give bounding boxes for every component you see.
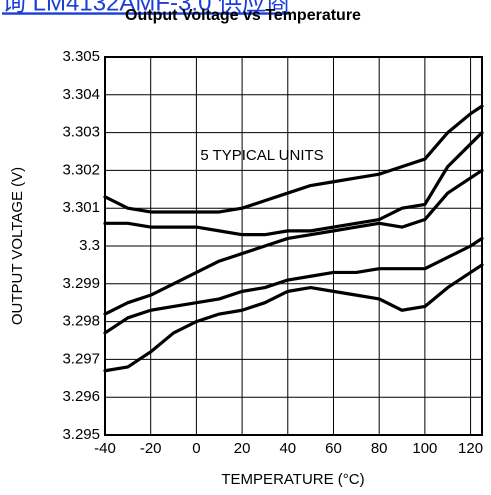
x-tick-label: 20: [234, 440, 251, 457]
chart-title: Output Voltage vs Temperature: [125, 7, 361, 24]
y-tick-label: 3.302: [62, 161, 100, 178]
x-tick-label: -20: [140, 440, 162, 457]
y-tick-label: 3.295: [62, 426, 100, 443]
link-text[interactable]: 询 LM4132AMF-3.0 供应商: [2, 0, 290, 16]
y-tick-label: 3.305: [62, 48, 100, 65]
y-axis-label: OUTPUT VOLTAGE (V): [9, 167, 26, 325]
line-series: [103, 263, 484, 373]
y-tick-label: 3.297: [62, 350, 100, 367]
x-tick-label: 40: [279, 440, 296, 457]
plot-frame: [104, 56, 483, 436]
line-series: [103, 104, 484, 214]
y-tick-label: 3.299: [62, 275, 100, 292]
x-tick-label: -40: [94, 440, 116, 457]
line-series: [103, 168, 484, 316]
y-tick-label: 3.3: [79, 237, 100, 254]
annotation: 5 TYPICAL UNITS: [200, 147, 323, 164]
line-series: [103, 236, 484, 335]
y-tick-label: 3.296: [62, 388, 100, 405]
y-tick-label: 3.298: [62, 313, 100, 330]
y-tick-label: 3.303: [62, 124, 100, 141]
x-tick-label: 0: [192, 440, 200, 457]
line-series: [103, 131, 484, 237]
x-tick-label: 60: [325, 440, 342, 457]
x-tick-label: 100: [412, 440, 437, 457]
x-axis-label: TEMPERATURE (°C): [221, 471, 364, 488]
x-tick-label: 120: [458, 440, 483, 457]
y-tick-label: 3.304: [62, 86, 100, 103]
y-tick-label: 3.301: [62, 199, 100, 216]
x-tick-label: 80: [371, 440, 388, 457]
